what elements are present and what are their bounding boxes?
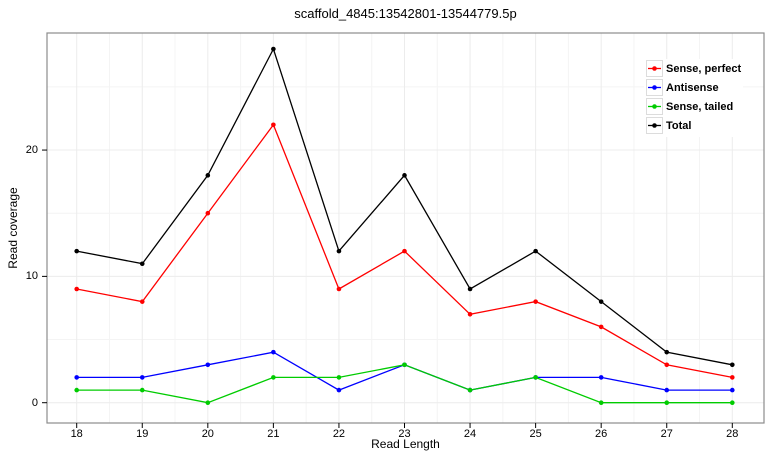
data-point: [599, 400, 604, 405]
data-point: [664, 350, 669, 355]
data-point: [468, 388, 473, 393]
data-point: [140, 388, 145, 393]
data-point: [271, 122, 276, 127]
data-point: [402, 173, 407, 178]
data-point: [337, 375, 342, 380]
data-point: [74, 375, 79, 380]
x-tick-label: 19: [125, 428, 159, 440]
x-tick-label: 23: [388, 428, 422, 440]
data-point: [468, 312, 473, 317]
data-point: [271, 47, 276, 52]
data-point: [206, 400, 211, 405]
data-point: [730, 388, 735, 393]
data-point: [140, 375, 145, 380]
data-point: [664, 388, 669, 393]
legend-item-antisense: Antisense: [646, 79, 741, 96]
data-point: [337, 249, 342, 254]
data-point: [337, 388, 342, 393]
data-point: [74, 388, 79, 393]
data-point: [337, 287, 342, 292]
data-point: [664, 400, 669, 405]
data-point: [533, 249, 538, 254]
legend-item-sense-perfect: Sense, perfect: [646, 60, 741, 77]
data-point: [533, 375, 538, 380]
data-point: [730, 400, 735, 405]
legend-item-sense-tailed: Sense, tailed: [646, 98, 741, 115]
data-point: [206, 211, 211, 216]
data-point: [402, 363, 407, 368]
data-point: [271, 350, 276, 355]
x-tick-label: 28: [715, 428, 749, 440]
legend: Sense, perfect Antisense Sense, tailed Tota…: [644, 59, 743, 137]
y-tick-label: 20: [2, 144, 38, 156]
data-point: [730, 375, 735, 380]
chart-title: scaffold_4845:13542801-13544779.5p: [47, 6, 764, 21]
x-tick-label: 18: [60, 428, 94, 440]
data-point: [140, 261, 145, 266]
legend-key-icon: [646, 79, 663, 96]
x-tick-label: 24: [453, 428, 487, 440]
data-point: [730, 363, 735, 368]
data-point: [402, 249, 407, 254]
x-tick-label: 20: [191, 428, 225, 440]
y-tick-label: 0: [2, 397, 38, 409]
plot-figure: scaffold_4845:13542801-13544779.5p Read …: [0, 0, 780, 460]
legend-label: Sense, tailed: [666, 101, 733, 113]
x-tick-label: 27: [650, 428, 684, 440]
data-point: [533, 299, 538, 304]
data-point: [664, 363, 669, 368]
legend-label: Total: [666, 120, 691, 132]
legend-key-icon: [646, 98, 663, 115]
x-tick-label: 22: [322, 428, 356, 440]
data-point: [271, 375, 276, 380]
legend-label: Sense, perfect: [666, 63, 741, 75]
data-point: [74, 287, 79, 292]
x-tick-label: 26: [584, 428, 618, 440]
y-tick-label: 10: [2, 270, 38, 282]
x-tick-label: 21: [256, 428, 290, 440]
data-point: [74, 249, 79, 254]
data-point: [140, 299, 145, 304]
data-point: [206, 363, 211, 368]
legend-label: Antisense: [666, 82, 719, 94]
x-tick-label: 25: [519, 428, 553, 440]
data-point: [599, 325, 604, 330]
data-point: [599, 375, 604, 380]
data-point: [206, 173, 211, 178]
data-point: [599, 299, 604, 304]
legend-key-icon: [646, 117, 663, 134]
legend-key-icon: [646, 60, 663, 77]
y-axis-label: Read coverage: [6, 187, 20, 268]
data-point: [468, 287, 473, 292]
legend-item-total: Total: [646, 117, 741, 134]
